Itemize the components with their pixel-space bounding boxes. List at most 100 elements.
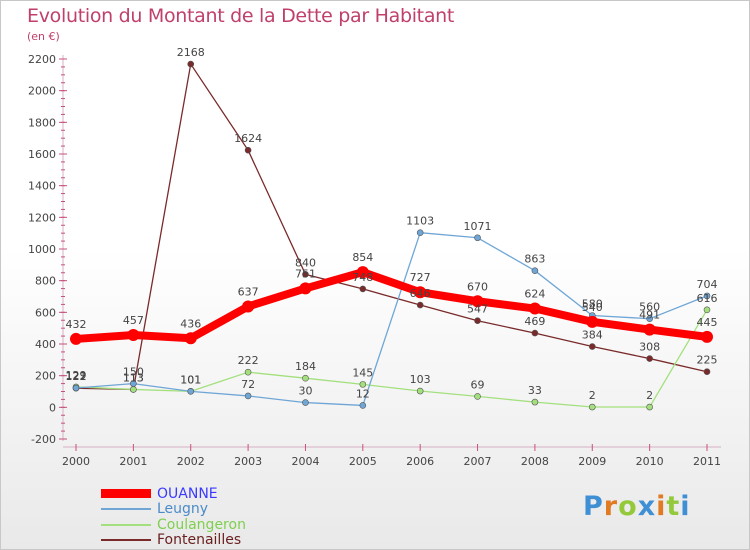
data-label: 2168: [177, 46, 205, 59]
x-tick-label: 2005: [349, 455, 377, 468]
data-label: 1071: [464, 220, 492, 233]
data-label: 184: [295, 360, 316, 373]
data-label: 491: [639, 309, 660, 322]
legend-item-coulangeron: Coulangeron: [101, 517, 246, 533]
data-label: 121: [66, 370, 87, 383]
data-label: 436: [180, 317, 201, 330]
data-point: [416, 301, 424, 309]
data-label: 580: [582, 298, 603, 311]
data-point: [359, 285, 367, 293]
series-line-leugny: [75, 232, 708, 407]
data-point: [302, 399, 309, 406]
chart-title: Evolution du Montant de la Dette par Hab…: [27, 5, 455, 27]
data-label: 12: [356, 387, 370, 400]
x-tick-label: 2004: [291, 455, 319, 468]
data-point: [646, 355, 653, 362]
data-label: 432: [66, 318, 87, 331]
data-point: [302, 374, 309, 382]
data-label: 2: [589, 389, 596, 402]
data-point: [416, 387, 424, 395]
chart-axes: -200 0 200 400 600 800 1000 1200 1400 1600 1800 200…: [28, 53, 721, 468]
data-point: [356, 266, 369, 279]
logo-letter: o: [618, 491, 638, 522]
data-label: 69: [471, 378, 485, 391]
data-point: [302, 271, 309, 278]
data-label: 33: [528, 384, 542, 397]
data-point: [531, 329, 539, 337]
data-label: 129: [66, 369, 87, 382]
logo-letter: i: [680, 491, 691, 522]
data-label: 2: [646, 389, 653, 402]
y-tick-label: 1400: [28, 180, 56, 193]
data-point: [588, 343, 596, 350]
x-tick-label: 2003: [234, 455, 262, 468]
data-label: 145: [352, 366, 373, 379]
data-label: 225: [697, 354, 718, 367]
data-point: [359, 381, 367, 388]
chart-series: [70, 60, 713, 411]
legend-item-ouanne: OUANNE: [101, 485, 218, 502]
legend-swatch: [101, 508, 151, 510]
y-tick-label: -200: [31, 433, 56, 446]
legend-label: Fontenailles: [157, 532, 242, 548]
data-label: 1103: [406, 215, 434, 228]
y-tick-label: 200: [35, 370, 56, 383]
x-tick-label: 2001: [119, 455, 147, 468]
y-tick-label: 1800: [28, 116, 56, 129]
proxiti-logo: Proxiti: [583, 491, 691, 522]
series-line-ouanne: [72, 268, 711, 343]
data-point: [703, 292, 711, 300]
y-tick-label: 1000: [28, 243, 56, 256]
data-label: 854: [352, 251, 373, 264]
data-point: [416, 229, 424, 236]
logo-letter: x: [637, 491, 657, 522]
data-label: 113: [123, 371, 144, 384]
data-point: [474, 234, 481, 242]
logo-letter: P: [583, 491, 604, 522]
data-point: [130, 380, 137, 387]
x-tick-label: 2000: [62, 455, 90, 468]
data-point: [531, 267, 539, 274]
legend-label: OUANNE: [157, 485, 218, 502]
data-label: 751: [295, 267, 316, 280]
y-tick-label: 1600: [28, 148, 56, 161]
data-point: [646, 403, 653, 411]
logo-letter: t: [666, 491, 681, 522]
data-label: 840: [295, 256, 316, 269]
data-point: [528, 302, 541, 315]
x-tick-label: 2011: [693, 455, 721, 468]
data-point: [414, 286, 427, 299]
data-label: 637: [238, 285, 259, 298]
data-label: 72: [241, 378, 255, 391]
data-label: 101: [180, 373, 201, 386]
data-label: 308: [639, 341, 660, 354]
y-tick-label: 2000: [28, 85, 56, 98]
data-label: 122: [66, 370, 87, 383]
data-label: 384: [582, 329, 603, 342]
data-point: [643, 323, 656, 336]
data-label: 30: [298, 385, 312, 398]
data-label: 748: [352, 271, 373, 284]
legend-item-leugny: Leugny: [101, 501, 209, 517]
data-label: 1624: [234, 132, 262, 145]
data-point: [244, 392, 252, 400]
data-label: 547: [467, 303, 488, 316]
y-tick-label: 600: [35, 306, 56, 319]
data-point: [70, 332, 82, 345]
data-label: 222: [238, 354, 259, 367]
data-point: [72, 384, 80, 392]
data-point: [184, 332, 197, 345]
data-point: [474, 317, 481, 325]
data-point: [588, 403, 596, 411]
data-point: [359, 402, 367, 409]
y-tick-label: 800: [35, 275, 56, 288]
legend-label: Leugny: [157, 501, 209, 517]
series-line-coulangeron: [75, 309, 708, 408]
data-label: 150: [123, 366, 144, 379]
y-tick-label: 2200: [28, 53, 56, 66]
data-point: [701, 330, 713, 343]
data-label: 616: [697, 292, 718, 305]
data-label: 113: [123, 371, 144, 384]
